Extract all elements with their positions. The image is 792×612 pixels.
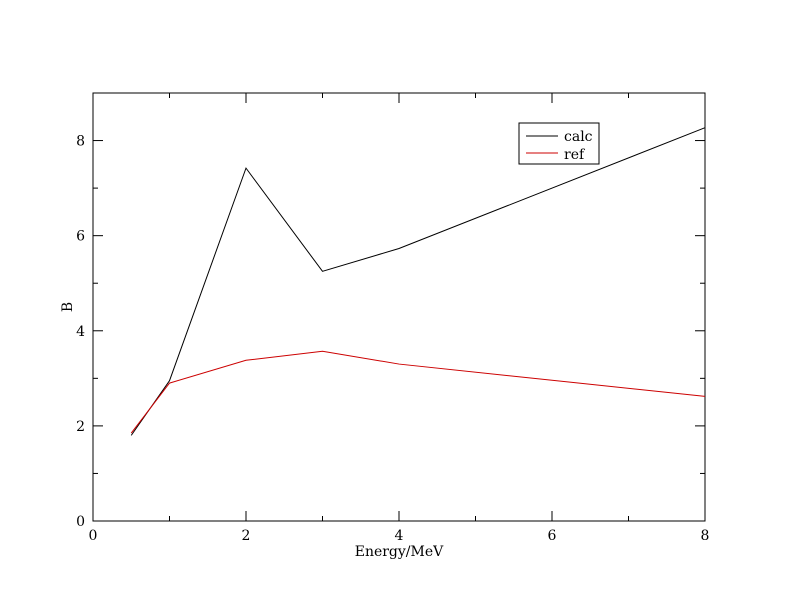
y-tick-label: 0 bbox=[76, 514, 85, 530]
axis-ticks bbox=[92, 92, 706, 522]
y-tick-label: 4 bbox=[76, 324, 85, 340]
x-tick-label: 8 bbox=[701, 528, 710, 544]
tick-labels: 0 2 4 6 8 0 2 4 6 8 bbox=[76, 134, 709, 544]
x-tick-label: 2 bbox=[242, 528, 251, 544]
series-line-calc bbox=[130, 127, 706, 436]
y-tick-label: 6 bbox=[76, 229, 85, 245]
series-lines bbox=[130, 127, 706, 436]
y-axis-label: B bbox=[60, 302, 76, 312]
x-tick-label: 6 bbox=[548, 528, 557, 544]
x-axis-label: Energy/MeV bbox=[355, 544, 444, 560]
series-line-ref bbox=[130, 350, 706, 434]
y-tick-label: 8 bbox=[76, 134, 85, 150]
x-tick-label: 0 bbox=[89, 528, 98, 544]
legend-box bbox=[518, 122, 600, 165]
legend-label-calc: calc bbox=[564, 129, 593, 145]
legend-label-ref: ref bbox=[564, 147, 586, 163]
legend: calc ref bbox=[518, 122, 600, 165]
plot-frame bbox=[92, 92, 706, 522]
x-tick-label: 4 bbox=[395, 528, 404, 544]
y-tick-label: 2 bbox=[76, 419, 85, 435]
